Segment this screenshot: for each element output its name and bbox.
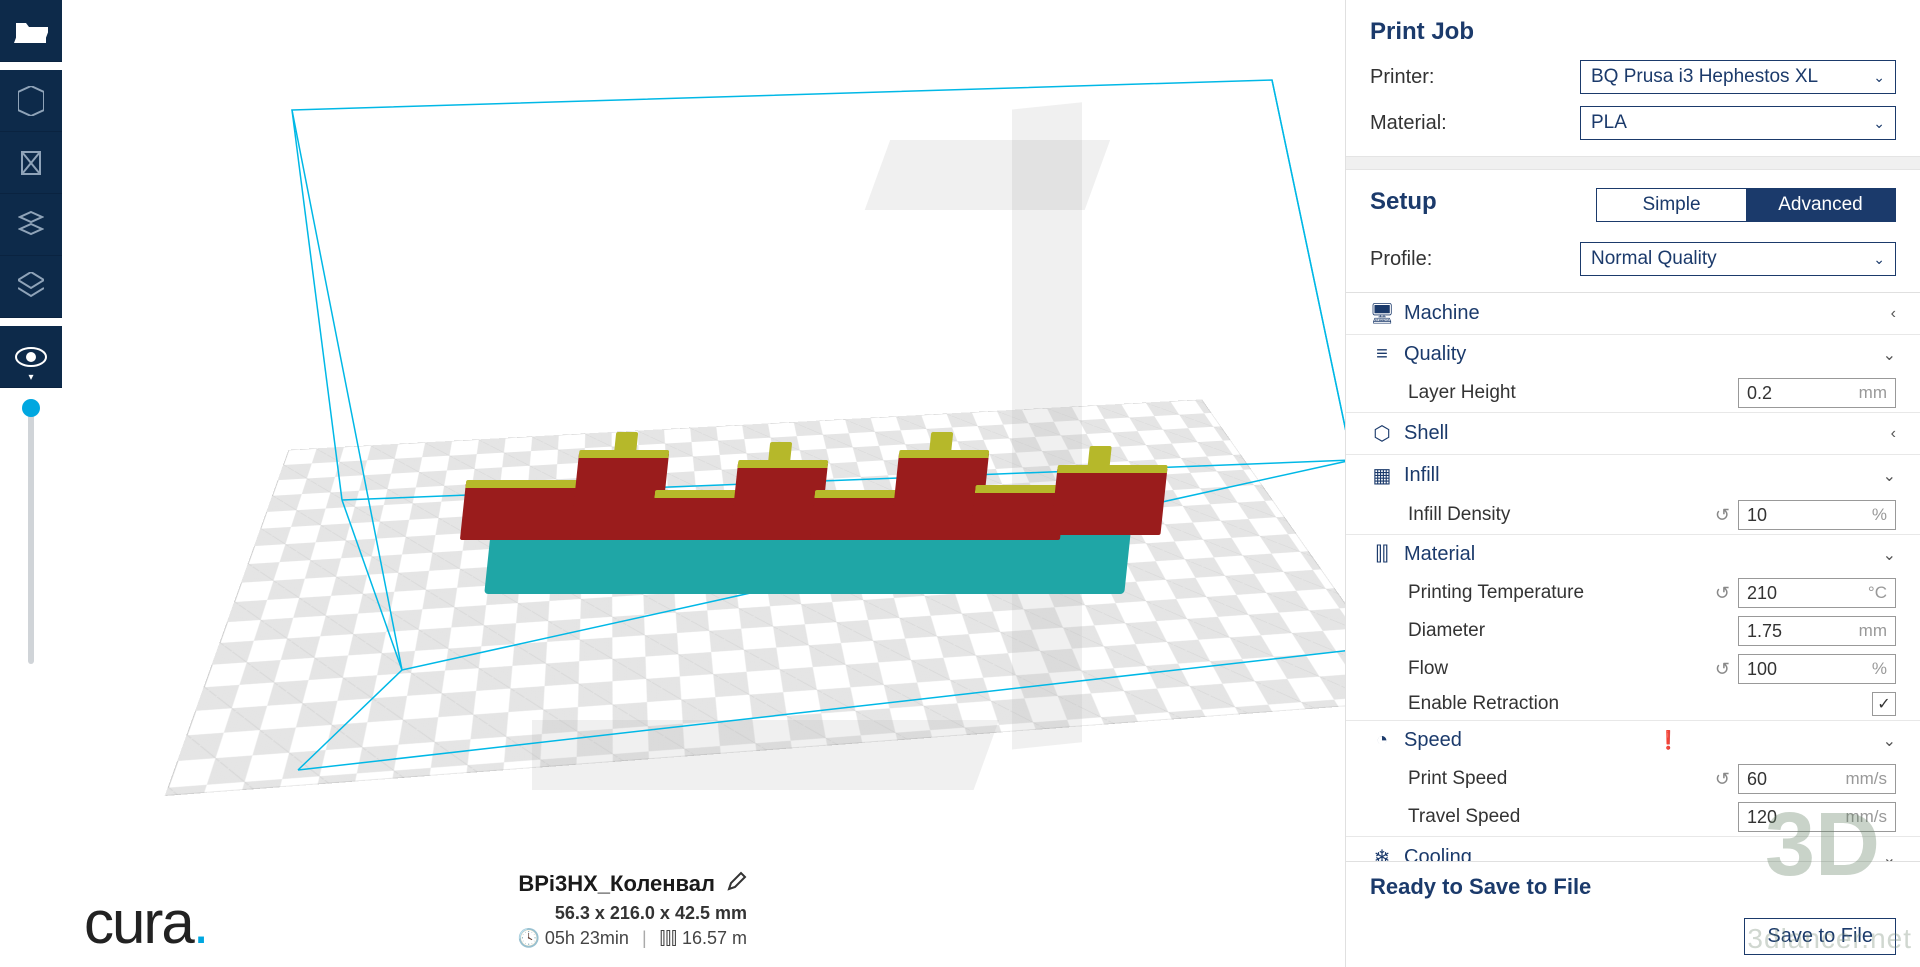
reset-icon[interactable]: ↺	[1715, 659, 1730, 680]
chevron-down-icon: ⌄	[1873, 69, 1885, 86]
ready-label: Ready to Save to File	[1370, 874, 1896, 900]
view-solid-button[interactable]	[0, 70, 62, 132]
printjob-title: Print Job	[1370, 18, 1896, 46]
chevron-left-icon: ‹	[1891, 305, 1896, 323]
printer-select[interactable]: BQ Prusa i3 Hephestos XL⌄	[1580, 60, 1896, 94]
setting-diameter: Diameter mm	[1346, 612, 1920, 650]
layer-slider-thumb[interactable]	[22, 399, 40, 417]
tab-advanced[interactable]: Advanced	[1746, 189, 1895, 221]
travel-speed-input[interactable]: mm/s	[1738, 802, 1896, 832]
settings-tree[interactable]: 🖥 Machine‹ ≡ Quality⌄ Layer Height mm	[1346, 292, 1920, 861]
category-infill[interactable]: ▦ Infill⌄	[1346, 455, 1920, 496]
category-cooling[interactable]: ❄ Cooling⌄	[1346, 837, 1920, 861]
print-speed-input[interactable]: mm/s	[1738, 764, 1896, 794]
reset-icon[interactable]: ↺	[1715, 583, 1730, 604]
chevron-down-icon: ⌄	[1883, 731, 1896, 751]
cura-logo: cura.	[84, 888, 207, 957]
model-name: BPi3HX_Коленвал	[518, 871, 715, 897]
setting-printing-temp: Printing Temperature ↺ °C	[1346, 574, 1920, 612]
setting-travel-speed: Travel Speed mm/s	[1346, 798, 1920, 836]
quality-icon: ≡	[1370, 343, 1394, 366]
setting-print-speed: Print Speed ↺ mm/s	[1346, 760, 1920, 798]
model-dimensions: 56.3 x 216.0 x 42.5 mm	[517, 903, 747, 924]
cooling-icon: ❄	[1370, 845, 1394, 861]
edit-name-icon[interactable]	[727, 871, 747, 897]
model-body	[460, 450, 1169, 540]
layer-height-input[interactable]: mm	[1738, 378, 1896, 408]
filament-icon: ⫿⫿⫿	[660, 928, 677, 948]
profile-select[interactable]: Normal Quality⌄	[1580, 242, 1896, 276]
category-machine[interactable]: 🖥 Machine‹	[1346, 293, 1920, 334]
material-select[interactable]: PLA⌄	[1580, 106, 1896, 140]
printer-label: Printer:	[1370, 66, 1580, 89]
setting-layer-height: Layer Height mm	[1346, 374, 1920, 412]
right-panel: Print Job Printer: BQ Prusa i3 Hephestos…	[1345, 0, 1920, 967]
reset-icon[interactable]: ↺	[1715, 505, 1730, 526]
setting-infill-density: Infill Density ↺ %	[1346, 496, 1920, 534]
chevron-down-icon: ⌄	[1873, 251, 1885, 268]
infill-density-input[interactable]: %	[1738, 500, 1896, 530]
category-quality[interactable]: ≡ Quality⌄	[1346, 335, 1920, 374]
save-to-file-button[interactable]: Save to File	[1744, 918, 1896, 955]
chevron-left-icon: ‹	[1891, 425, 1896, 443]
category-shell[interactable]: ⬡ Shell‹	[1346, 413, 1920, 454]
setting-enable-retraction: Enable Retraction ✓	[1346, 688, 1920, 720]
left-toolbar: ▾	[0, 0, 62, 967]
material-icon: ⫿⫿	[1370, 543, 1394, 566]
setup-title: Setup	[1370, 188, 1596, 216]
view-eye-button[interactable]: ▾	[0, 326, 62, 388]
print-time: 05h 23min	[545, 928, 629, 948]
profile-label: Profile:	[1370, 248, 1580, 271]
chevron-down-icon: ⌄	[1883, 848, 1896, 862]
chevron-down-icon: ⌄	[1873, 115, 1885, 132]
setup-mode-tabs: Simple Advanced	[1596, 188, 1896, 222]
setting-flow: Flow ↺ %	[1346, 650, 1920, 688]
sliced-model[interactable]	[450, 410, 1193, 630]
flow-input[interactable]: %	[1738, 654, 1896, 684]
category-material[interactable]: ⫿⫿ Material⌄	[1346, 535, 1920, 574]
view-xray-button[interactable]	[0, 132, 62, 194]
reset-icon[interactable]: ↺	[1715, 769, 1730, 790]
shell-icon: ⬡	[1370, 421, 1394, 446]
machine-icon: 🖥	[1370, 301, 1394, 326]
chevron-down-icon: ⌄	[1883, 345, 1896, 365]
speed-icon: ◔	[1370, 729, 1394, 752]
tab-simple[interactable]: Simple	[1597, 189, 1746, 221]
clock-icon: 🕓	[517, 928, 539, 948]
infill-icon: ▦	[1370, 463, 1394, 488]
view-mode-4-button[interactable]	[0, 256, 62, 318]
chevron-down-icon: ⌄	[1883, 466, 1896, 486]
view-layers-button[interactable]	[0, 194, 62, 256]
category-speed[interactable]: ◔ Speed ❗ ⌄	[1346, 721, 1920, 760]
chevron-down-icon: ⌄	[1883, 545, 1896, 565]
warning-icon: ❗	[1657, 730, 1679, 751]
diameter-input[interactable]: mm	[1738, 616, 1896, 646]
panel-footer: Ready to Save to File Save to File	[1346, 861, 1920, 967]
chevron-down-icon: ▾	[28, 372, 33, 383]
open-file-button[interactable]	[0, 0, 62, 62]
layer-slider[interactable]	[0, 388, 62, 664]
filament-length: 16.57 m	[682, 928, 747, 948]
material-label: Material:	[1370, 112, 1580, 135]
viewport-3d[interactable]: cura. BPi3HX_Коленвал 56.3 x 216.0 x 42.…	[62, 0, 1345, 967]
enable-retraction-checkbox[interactable]: ✓	[1872, 692, 1896, 716]
printing-temp-input[interactable]: °C	[1738, 578, 1896, 608]
model-info-panel: BPi3HX_Коленвал 56.3 x 216.0 x 42.5 mm 🕓…	[517, 871, 747, 949]
